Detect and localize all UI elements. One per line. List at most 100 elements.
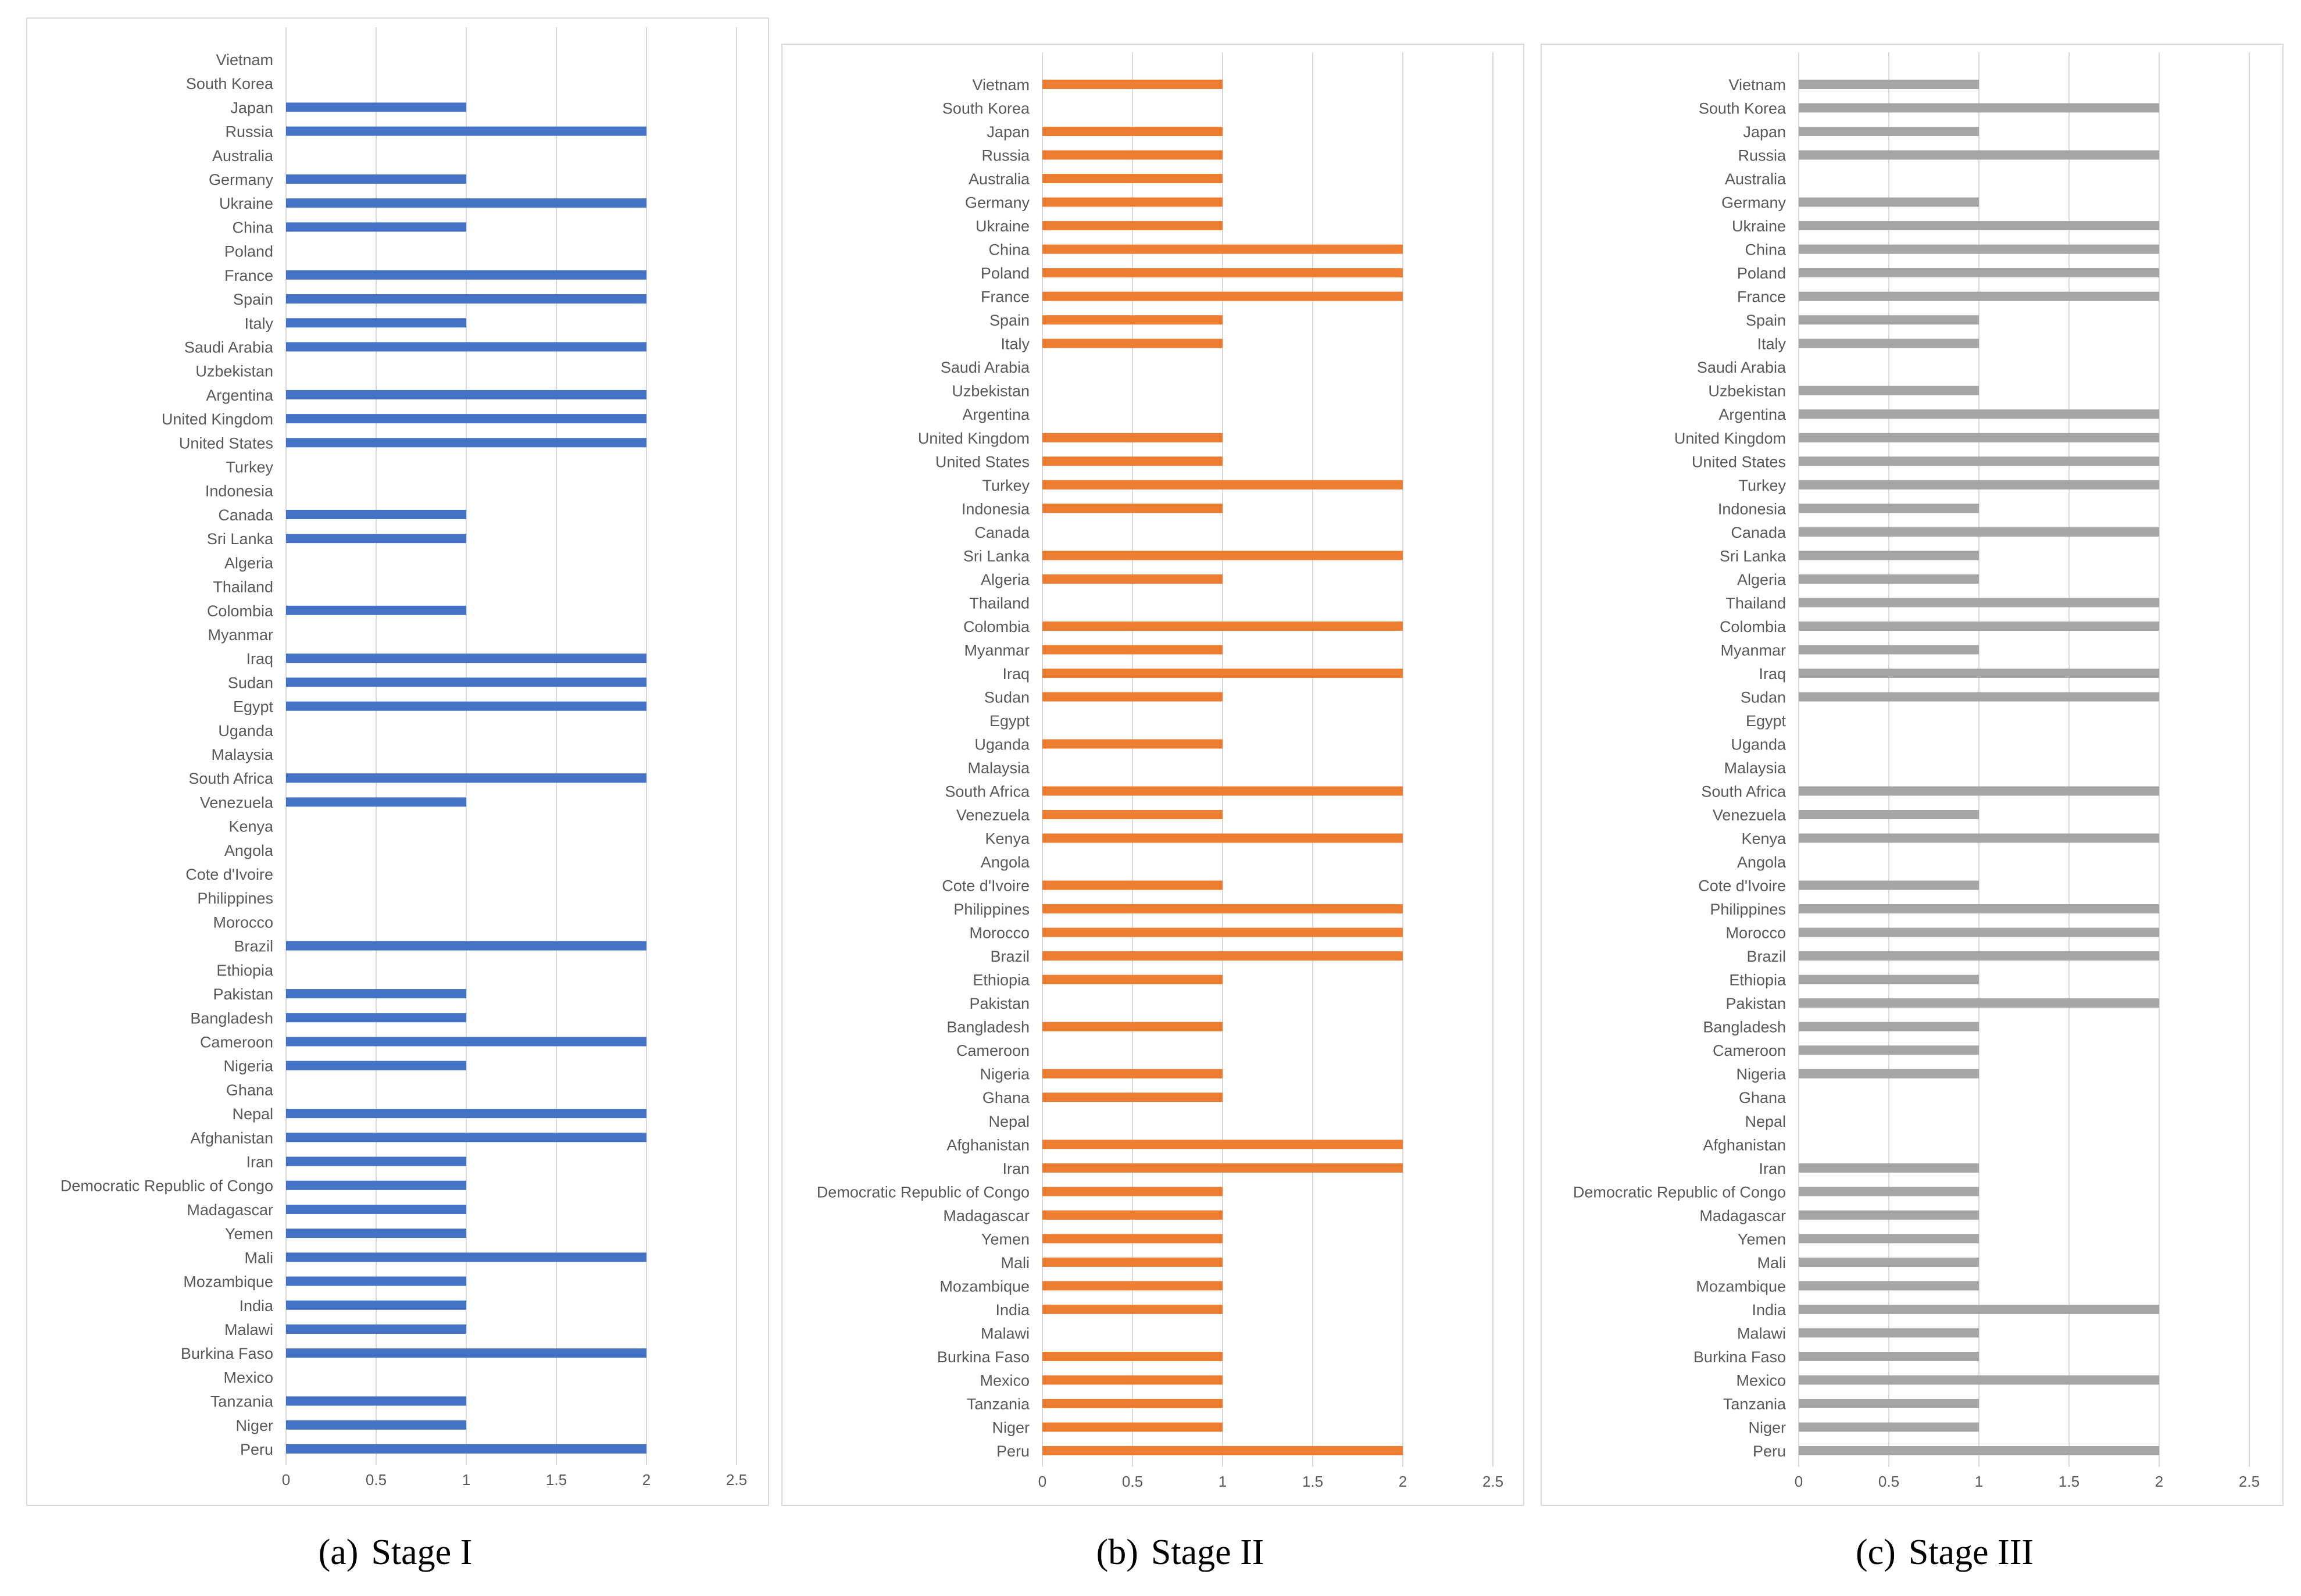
bar	[286, 989, 466, 999]
bar	[1799, 668, 2159, 678]
bar	[286, 1229, 466, 1238]
bar	[286, 605, 466, 615]
category-label: Nigeria	[223, 1058, 274, 1075]
category-label: Germany	[209, 171, 274, 188]
category-label: Tanzania	[210, 1393, 274, 1411]
category-label: Russia	[1738, 147, 1787, 165]
bar	[286, 438, 646, 448]
category-label: Sudan	[1741, 688, 1786, 706]
bar	[1799, 150, 2159, 160]
category-label: Tanzania	[1723, 1395, 1787, 1413]
category-label: Canada	[1731, 524, 1787, 541]
bar	[1799, 1422, 1979, 1432]
bar	[1042, 1163, 1403, 1173]
bar	[1042, 1398, 1223, 1408]
bar	[1042, 974, 1223, 984]
caption-title: Stage I	[371, 1533, 473, 1572]
x-tick-label: 1	[462, 1471, 470, 1488]
chart-panel-stage-2: 0 0.5 1 1.5 2 2.5 Vietnam South Korea Japan Russi…	[781, 44, 1524, 1506]
category-label: Colombia	[207, 602, 274, 620]
category-label: Uzbekistan	[1708, 383, 1786, 400]
category-label: India	[995, 1301, 1030, 1319]
category-label: Cameroon	[1713, 1042, 1786, 1059]
bar	[1042, 174, 1223, 184]
category-label: Nigeria	[980, 1066, 1030, 1083]
bar	[1799, 880, 1979, 890]
category-label: Thailand	[1725, 594, 1786, 612]
caption-title: Stage III	[1908, 1533, 2034, 1572]
category-label: Niger	[1748, 1419, 1786, 1436]
category-label: South Africa	[945, 783, 1030, 801]
category-label: Saudi Arabia	[1697, 359, 1787, 376]
bar	[1799, 1304, 2159, 1314]
category-label: Sri Lanka	[963, 547, 1030, 565]
category-label: Uganda	[218, 722, 274, 740]
bar	[1799, 127, 1979, 137]
bar	[286, 1180, 466, 1190]
category-label: Iran	[1002, 1160, 1030, 1177]
category-label: Iraq	[1002, 665, 1030, 683]
category-label: Pakistan	[1725, 995, 1786, 1012]
category-label: Myanmar	[964, 641, 1030, 659]
bars	[1799, 80, 2159, 1455]
bar	[286, 509, 466, 519]
category-label: Turkey	[1738, 477, 1786, 494]
category-label: Afghanistan	[946, 1136, 1030, 1154]
category-label: Algeria	[224, 554, 274, 572]
bar	[1042, 1375, 1223, 1385]
category-label: Indonesia	[1718, 500, 1787, 517]
caption-stage-2: (b) Stage II	[1029, 1532, 1331, 1573]
x-tick-labels: 0 0.5 1 1.5 2 2.5	[1795, 1473, 2260, 1490]
category-label: Sudan	[228, 674, 273, 691]
category-label: Canada	[218, 506, 274, 524]
x-tick-label: 2	[2155, 1473, 2163, 1490]
bar	[1799, 927, 2159, 937]
bar	[1042, 127, 1223, 137]
category-label: Uzbekistan	[952, 383, 1030, 400]
bar	[286, 1252, 646, 1262]
category-label: Ukraine	[976, 217, 1030, 235]
bar	[1799, 480, 2159, 490]
bar-chart-stage-2: 0 0.5 1 1.5 2 2.5 Vietnam South Korea Japan Russi…	[817, 52, 1503, 1490]
gridlines	[1798, 52, 2250, 1467]
category-label: Malaysia	[967, 759, 1030, 777]
category-label: Cameroon	[200, 1033, 273, 1051]
category-label: Colombia	[963, 618, 1030, 635]
category-label: France	[1737, 288, 1786, 306]
bar	[1799, 551, 1979, 560]
bar	[286, 126, 646, 136]
category-label: Cote d'Ivoire	[185, 866, 273, 883]
bar	[1042, 244, 1403, 254]
category-label: Bangladesh	[946, 1019, 1030, 1036]
bar	[1042, 1304, 1223, 1314]
bar	[1042, 645, 1223, 655]
bar	[1042, 433, 1223, 442]
category-label: United States	[1692, 453, 1786, 470]
bar	[1042, 1140, 1403, 1149]
category-label: Uganda	[974, 735, 1030, 753]
category-label: Mozambique	[1696, 1277, 1786, 1295]
x-tick-label: 2.5	[2239, 1473, 2260, 1490]
category-label: Uganda	[1731, 735, 1787, 753]
bar	[286, 1013, 466, 1023]
bar	[1042, 456, 1223, 466]
category-label: Germany	[965, 194, 1030, 212]
category-label: Cote d'Ivoire	[942, 877, 1030, 895]
category-label: United Kingdom	[1674, 430, 1786, 447]
category-label: Myanmar	[208, 626, 273, 644]
bar	[286, 1324, 466, 1334]
category-label: Kenya	[1741, 830, 1787, 848]
category-label: Democratic Republic of Congo	[817, 1183, 1030, 1201]
bar	[286, 1348, 646, 1358]
bar	[1799, 409, 2159, 419]
bar	[286, 270, 646, 280]
bar	[1042, 221, 1223, 231]
bar	[1799, 221, 2159, 231]
bar	[1799, 456, 2159, 466]
category-label: Nepal	[1745, 1113, 1786, 1130]
category-label: Australia	[969, 170, 1030, 188]
x-tick-labels: 0 0.5 1 1.5 2 2.5	[282, 1471, 747, 1488]
bar	[1042, 810, 1223, 820]
bar	[1042, 291, 1403, 301]
category-label: France	[981, 288, 1030, 306]
